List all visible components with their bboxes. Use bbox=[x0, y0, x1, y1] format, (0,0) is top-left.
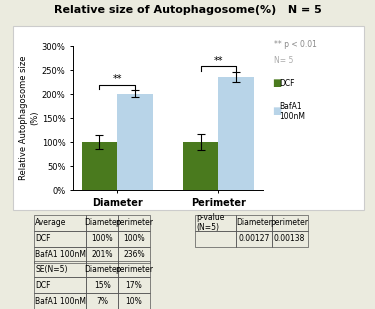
Text: 0.00138: 0.00138 bbox=[274, 234, 305, 243]
Text: 7%: 7% bbox=[96, 297, 108, 306]
Text: 100%: 100% bbox=[92, 234, 113, 243]
Text: 10%: 10% bbox=[126, 297, 142, 306]
Bar bbox=[219, 77, 254, 190]
Bar bbox=[183, 142, 219, 190]
Text: BafA1
100nM: BafA1 100nM bbox=[279, 102, 305, 121]
Text: DCF: DCF bbox=[35, 234, 51, 243]
Text: **: ** bbox=[112, 74, 122, 84]
Text: Average: Average bbox=[35, 218, 67, 227]
Text: perimeter: perimeter bbox=[115, 218, 153, 227]
Text: perimeter: perimeter bbox=[115, 265, 153, 274]
Text: BafA1 100nM: BafA1 100nM bbox=[35, 250, 86, 260]
Text: N= 5: N= 5 bbox=[274, 56, 293, 65]
Text: Diameter: Diameter bbox=[236, 218, 272, 227]
Bar bbox=[82, 142, 117, 190]
Text: p-value
(N=5): p-value (N=5) bbox=[196, 213, 225, 232]
Text: 17%: 17% bbox=[126, 281, 142, 290]
Text: ** p < 0.01: ** p < 0.01 bbox=[274, 40, 316, 49]
Text: SE(N=5): SE(N=5) bbox=[35, 265, 68, 274]
Text: Diameter: Diameter bbox=[84, 218, 120, 227]
Y-axis label: Relative Autophagosome size
(%): Relative Autophagosome size (%) bbox=[20, 56, 39, 180]
Text: **: ** bbox=[214, 56, 223, 66]
Text: 0.00127: 0.00127 bbox=[238, 234, 270, 243]
Text: DCF: DCF bbox=[35, 281, 51, 290]
Text: 15%: 15% bbox=[94, 281, 111, 290]
Text: BafA1 100nM: BafA1 100nM bbox=[35, 297, 86, 306]
Text: 201%: 201% bbox=[92, 250, 113, 260]
Text: 100%: 100% bbox=[123, 234, 145, 243]
Bar bbox=[117, 94, 153, 190]
Text: ■: ■ bbox=[272, 106, 281, 116]
Text: 236%: 236% bbox=[123, 250, 145, 260]
Text: DCF: DCF bbox=[279, 79, 295, 88]
Text: Diameter: Diameter bbox=[84, 265, 120, 274]
Text: ■: ■ bbox=[272, 78, 281, 88]
Text: Relative size of Autophagosome(%)   N = 5: Relative size of Autophagosome(%) N = 5 bbox=[54, 5, 321, 15]
Text: perimeter: perimeter bbox=[271, 218, 309, 227]
